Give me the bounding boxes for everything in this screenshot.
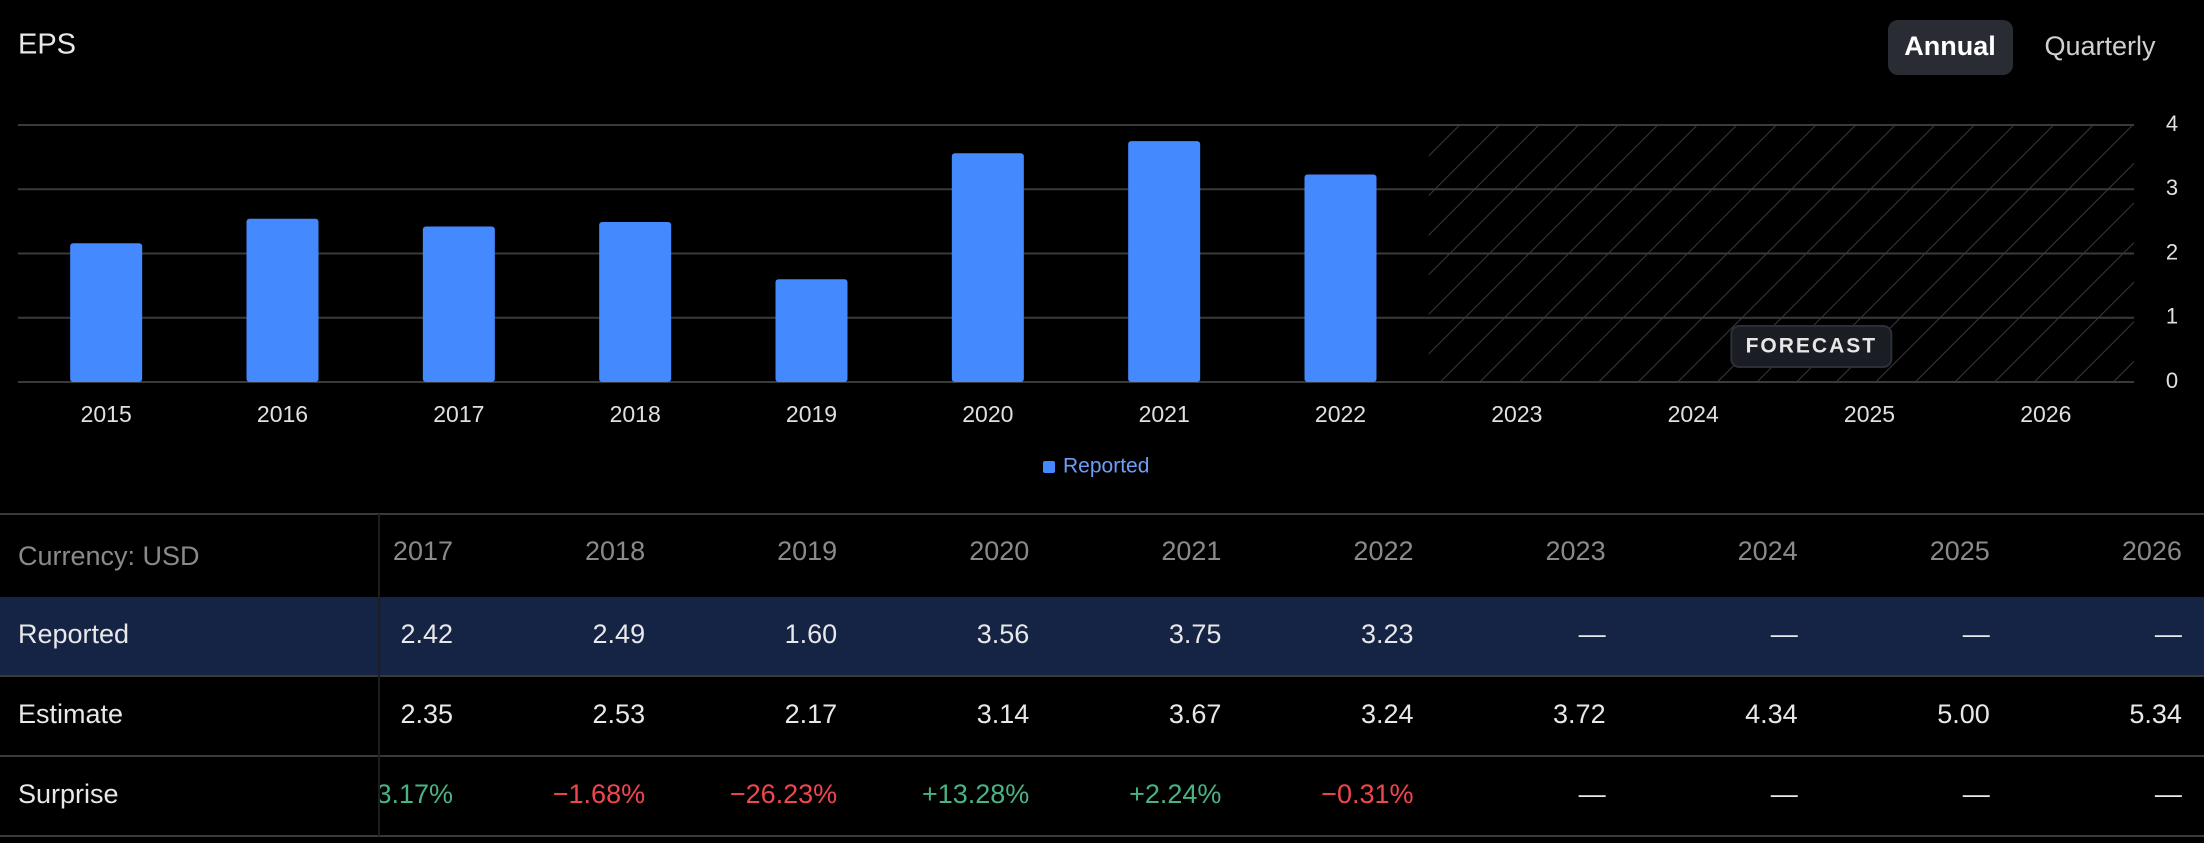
table-cell: +3.17% <box>361 779 453 809</box>
table-cell: 2.35 <box>400 699 453 729</box>
table-cell: — <box>1771 619 1798 649</box>
x-tick-label: 2023 <box>1491 401 1542 427</box>
annotation-box <box>1730 325 1893 368</box>
column-header: 2021 <box>1161 536 1221 566</box>
table-cell: — <box>2155 619 2182 649</box>
tab-quarterly[interactable]: Quarterly <box>2044 31 2156 61</box>
bar <box>951 153 1024 382</box>
bar <box>1128 141 1201 382</box>
column-header: 2019 <box>777 536 837 566</box>
table-cell: 2.42 <box>400 619 453 649</box>
column-header: 2018 <box>585 536 645 566</box>
row-label: Estimate <box>18 699 123 729</box>
table-cell: +2.24% <box>1129 779 1221 809</box>
column-header: 2025 <box>1930 536 1990 566</box>
x-tick-label: 2022 <box>1315 401 1366 427</box>
y-tick-label: 4 <box>2166 111 2178 136</box>
table-cell: 5.00 <box>1937 699 1990 729</box>
column-header: 2023 <box>1546 536 1606 566</box>
x-tick-label: 2017 <box>433 401 484 427</box>
table-cell: 2.17 <box>785 699 838 729</box>
table-cell: 3.24 <box>1361 699 1414 729</box>
row-label: Surprise <box>18 779 119 809</box>
bar <box>599 222 672 382</box>
bar <box>246 218 319 382</box>
table-cell: — <box>1579 779 1606 809</box>
table-cell: 4.34 <box>1745 699 1798 729</box>
table-cell: +13.28% <box>922 779 1029 809</box>
tab-annual[interactable]: Annual <box>1904 31 1996 61</box>
table-cell: 3.56 <box>977 619 1030 649</box>
bar <box>1304 174 1377 382</box>
row-label: Reported <box>18 619 129 649</box>
column-header: 2022 <box>1353 536 1413 566</box>
table-cell: 3.72 <box>1553 699 1606 729</box>
bar <box>70 243 143 382</box>
legend-label: Reported <box>1063 455 1149 478</box>
table-cell: 2.53 <box>593 699 646 729</box>
x-tick-label: 2021 <box>1139 401 1190 427</box>
x-tick-label: 2020 <box>962 401 1013 427</box>
table-cell: −1.68% <box>553 779 645 809</box>
table-cell: — <box>1579 619 1606 649</box>
x-tick-label: 2026 <box>2020 401 2071 427</box>
currency-label: Currency: USD <box>18 541 200 571</box>
legend-swatch <box>1043 461 1055 473</box>
table-cells: 2017 2018 2019 2020 2021 2022 2023 2024 2025 2026… <box>361 536 2182 809</box>
table-cell: 3.23 <box>1361 619 1414 649</box>
table-cell: −0.31% <box>1321 779 1413 809</box>
table-cell: 3.14 <box>977 699 1030 729</box>
title: EPS <box>18 29 76 61</box>
bar <box>422 226 495 382</box>
table-cell: −26.23% <box>730 779 837 809</box>
x-tick-label: 2016 <box>257 401 308 427</box>
column-header: 2024 <box>1738 536 1798 566</box>
y-tick-label: 0 <box>2166 368 2178 393</box>
table-cell: — <box>1963 619 1990 649</box>
table-cell: 3.67 <box>1169 699 1222 729</box>
column-header: 2026 <box>2122 536 2182 566</box>
column-header: 2017 <box>393 536 453 566</box>
table-cell: 2.49 <box>593 619 646 649</box>
table-cell: 5.34 <box>2129 699 2182 729</box>
column-header: 2020 <box>969 536 1029 566</box>
y-tick-label: 2 <box>2166 239 2178 264</box>
table-cell: — <box>1963 779 1990 809</box>
tab-active-bg[interactable] <box>1888 20 2013 75</box>
y-tick-label: 3 <box>2166 175 2178 200</box>
y-tick-label: 1 <box>2166 304 2178 329</box>
table-cell: — <box>2155 779 2182 809</box>
x-tick-label: 2024 <box>1668 401 1719 427</box>
bar <box>775 279 848 382</box>
x-tick-label: 2015 <box>81 401 132 427</box>
table-cell: — <box>1771 779 1798 809</box>
table-cell: 3.75 <box>1169 619 1222 649</box>
x-tick-label: 2025 <box>1844 401 1895 427</box>
annotation: FORECAST <box>1746 335 1878 358</box>
x-tick-label: 2019 <box>786 401 837 427</box>
table-cell: 1.60 <box>785 619 838 649</box>
highlight-row <box>0 597 2204 676</box>
x-tick-label: 2018 <box>610 401 661 427</box>
